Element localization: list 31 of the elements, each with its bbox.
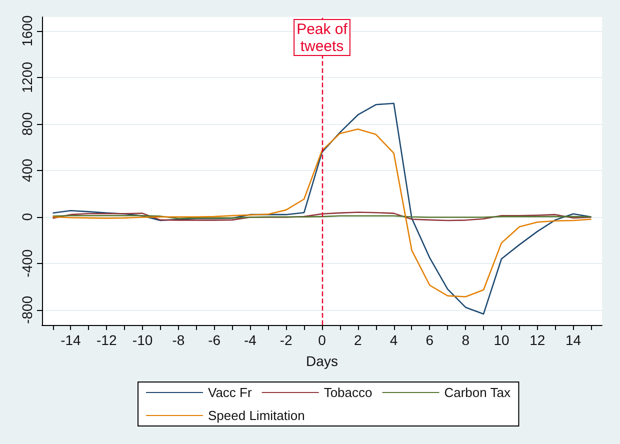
y-tick-label: 400 xyxy=(19,158,35,182)
x-tick-label: -10 xyxy=(132,332,153,348)
x-tick-label: -6 xyxy=(208,332,221,348)
x-tick-label: 10 xyxy=(494,332,510,348)
legend-label: Speed Limitation xyxy=(208,408,305,423)
line-series xyxy=(52,212,592,222)
legend-label: Tobacco xyxy=(324,385,372,400)
y-tick-label: 800 xyxy=(19,112,35,136)
x-tick-label: 14 xyxy=(565,332,582,348)
x-axis-title: Days xyxy=(306,353,338,369)
x-tick-label: -4 xyxy=(244,332,257,348)
x-tick-label: -14 xyxy=(60,332,82,348)
y-tick-label: -400 xyxy=(19,249,35,278)
x-tick-label: 8 xyxy=(462,332,470,348)
y-tick-label: -800 xyxy=(19,296,35,324)
line-series xyxy=(52,102,592,315)
x-tick-label: 2 xyxy=(354,332,362,348)
ref-line-label: Peak of tweets xyxy=(296,21,348,55)
x-tick-label: 6 xyxy=(426,332,434,348)
y-tick-label: 0 xyxy=(19,212,35,221)
legend-label: Carbon Tax xyxy=(444,385,511,400)
x-tick-label: -8 xyxy=(172,332,185,348)
x-tick-label: -2 xyxy=(280,332,293,348)
x-tick-label: 12 xyxy=(530,332,546,348)
x-tick-label: 4 xyxy=(390,332,398,348)
line-series xyxy=(52,128,592,298)
y-tick-label: 1200 xyxy=(19,62,35,94)
y-tick-label: 1600 xyxy=(19,15,35,47)
x-tick-label: -12 xyxy=(96,332,117,348)
legend-label: Vacc Fr xyxy=(208,385,252,400)
x-tick-label: 0 xyxy=(318,332,326,348)
